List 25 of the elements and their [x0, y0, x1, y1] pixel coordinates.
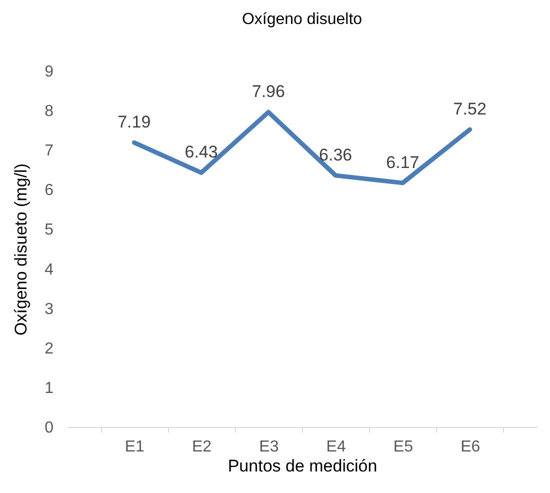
data-label: 6.17	[386, 152, 420, 172]
y-tick-label: 4	[44, 261, 54, 278]
data-label: 7.19	[118, 112, 151, 132]
y-tick-label: 6	[44, 182, 54, 200]
y-tick-label: 1	[44, 380, 54, 397]
y-tick-label: 8	[44, 103, 54, 120]
chart-title: Oxígeno disuelto	[242, 11, 362, 28]
x-tick-label: E2	[192, 438, 212, 456]
x-axis-title: Puntos de medición	[228, 456, 378, 476]
y-tick-label: 9	[44, 64, 54, 80]
y-tick-label: 3	[44, 300, 54, 318]
x-tick-label: E4	[326, 438, 346, 456]
y-axis-title: Oxígeno disueto (mg/l)	[12, 164, 31, 336]
data-label: 7.52	[453, 100, 486, 119]
x-tick-label: E5	[393, 438, 414, 456]
data-label: 7.96	[252, 82, 285, 102]
y-tick-label: 7	[44, 142, 54, 160]
y-tick-label: 5	[44, 222, 54, 239]
x-tick-label: E6	[460, 438, 480, 456]
x-tick-label: E3	[259, 438, 279, 456]
data-label: 6.43	[184, 142, 218, 162]
x-tick-label: E1	[124, 438, 145, 456]
y-tick-label: 2	[44, 340, 54, 358]
data-label: 6.36	[319, 145, 352, 164]
y-tick-label: 0	[44, 420, 54, 436]
